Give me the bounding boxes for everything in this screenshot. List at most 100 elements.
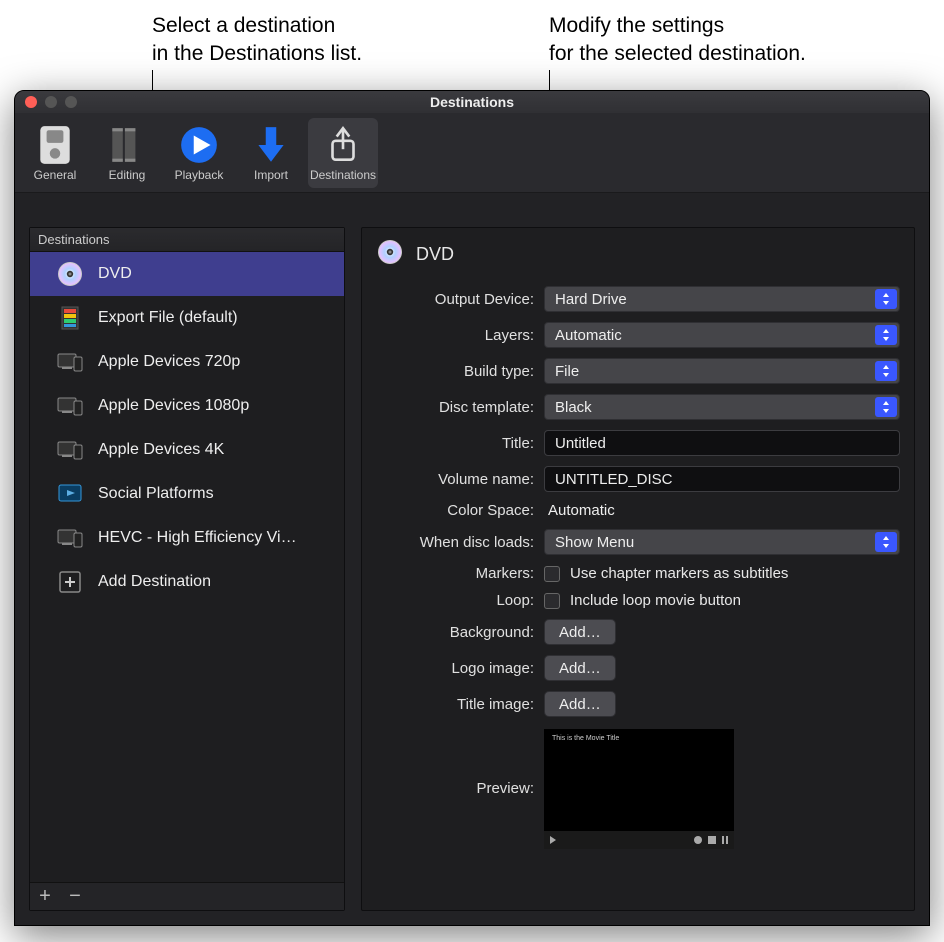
detail-header: DVD	[376, 238, 900, 270]
apple-devices-icon	[56, 524, 84, 552]
label-title: Title:	[376, 435, 534, 452]
tab-destinations[interactable]: Destinations	[308, 118, 378, 188]
apple-devices-icon	[56, 392, 84, 420]
select-value: Automatic	[555, 327, 622, 344]
label-volume-name: Volume name:	[376, 471, 534, 488]
input-value: UNTITLED_DISC	[555, 471, 673, 488]
preferences-toolbar: General Editing Playback Import Destinat…	[15, 113, 929, 193]
preview-icon-3	[722, 836, 728, 844]
chevron-updown-icon	[875, 397, 897, 417]
label-color-space: Color Space:	[376, 502, 534, 519]
destination-detail-panel: DVD Output Device: Hard Drive Layers: Au…	[361, 227, 915, 911]
dest-item-label: Apple Devices 1080p	[98, 397, 249, 415]
checkbox-markers[interactable]	[544, 566, 560, 582]
remove-destination-button[interactable]: −	[66, 888, 84, 906]
label-disc-template: Disc template:	[376, 399, 534, 416]
dest-item-label: Social Platforms	[98, 485, 214, 503]
destinations-list: DVD Export File (default) Apple Devices …	[30, 252, 344, 882]
select-layers[interactable]: Automatic	[544, 322, 900, 348]
sidebar-footer: + −	[30, 882, 344, 910]
row-markers: Use chapter markers as subtitles	[544, 565, 900, 582]
select-value: File	[555, 363, 579, 380]
tab-import[interactable]: Import	[236, 118, 306, 188]
label-title-image: Title image:	[376, 696, 534, 713]
titlebar: Destinations	[15, 91, 929, 113]
checkbox-loop[interactable]	[544, 593, 560, 609]
label-background: Background:	[376, 624, 534, 641]
dest-item-social[interactable]: Social Platforms	[30, 472, 344, 516]
dest-item-label: Apple Devices 720p	[98, 353, 240, 371]
dest-item-apple-720p[interactable]: Apple Devices 720p	[30, 340, 344, 384]
dest-item-label: Add Destination	[98, 573, 211, 591]
tab-editing[interactable]: Editing	[92, 118, 162, 188]
dest-item-hevc[interactable]: HEVC - High Efficiency Vi…	[30, 516, 344, 560]
destinations-icon	[322, 124, 364, 166]
label-logo-image: Logo image:	[376, 660, 534, 677]
label-when-disc-loads: When disc loads:	[376, 534, 534, 551]
chevron-updown-icon	[875, 361, 897, 381]
input-title[interactable]: Untitled	[544, 430, 900, 456]
dest-item-export-file[interactable]: Export File (default)	[30, 296, 344, 340]
apple-devices-icon	[56, 436, 84, 464]
chevron-updown-icon	[875, 325, 897, 345]
callout-right: Modify the settingsfor the selected dest…	[549, 12, 806, 69]
tab-playback-label: Playback	[175, 168, 224, 182]
window-title: Destinations	[15, 94, 929, 110]
dest-item-add[interactable]: Add Destination	[30, 560, 344, 604]
apple-devices-icon	[56, 348, 84, 376]
label-output-device: Output Device:	[376, 291, 534, 308]
button-add-title-image[interactable]: Add…	[544, 691, 616, 717]
add-destination-button[interactable]: +	[36, 888, 54, 906]
dvd-icon	[376, 238, 404, 270]
label-preview: Preview:	[376, 780, 534, 797]
dvd-icon	[56, 260, 84, 288]
chevron-updown-icon	[875, 532, 897, 552]
select-value: Show Menu	[555, 534, 634, 551]
dest-item-apple-1080p[interactable]: Apple Devices 1080p	[30, 384, 344, 428]
select-disc-template[interactable]: Black	[544, 394, 900, 420]
select-value: Hard Drive	[555, 291, 627, 308]
plus-box-icon	[56, 568, 84, 596]
label-layers: Layers:	[376, 327, 534, 344]
dest-item-label: DVD	[98, 265, 132, 283]
callout-left: Select a destinationin the Destinations …	[152, 12, 362, 69]
button-add-background[interactable]: Add…	[544, 619, 616, 645]
dest-item-label: HEVC - High Efficiency Vi…	[98, 529, 297, 547]
editing-icon	[106, 124, 148, 166]
chevron-updown-icon	[875, 289, 897, 309]
preferences-window: Destinations General Editing Playback Im…	[14, 90, 930, 926]
file-icon	[56, 304, 84, 332]
select-output-device[interactable]: Hard Drive	[544, 286, 900, 312]
checkbox-label: Include loop movie button	[570, 592, 741, 609]
detail-title: DVD	[416, 244, 454, 265]
input-value: Untitled	[555, 435, 606, 452]
import-icon	[250, 124, 292, 166]
tab-playback[interactable]: Playback	[164, 118, 234, 188]
row-loop: Include loop movie button	[544, 592, 900, 609]
tab-general[interactable]: General	[20, 118, 90, 188]
dest-item-apple-4k[interactable]: Apple Devices 4K	[30, 428, 344, 472]
value-color-space: Automatic	[544, 502, 900, 519]
button-label: Add…	[559, 660, 601, 677]
input-volume-name[interactable]: UNTITLED_DISC	[544, 466, 900, 492]
dest-item-dvd[interactable]: DVD	[30, 252, 344, 296]
tab-general-label: General	[34, 168, 77, 182]
button-add-logo[interactable]: Add…	[544, 655, 616, 681]
dest-item-label: Export File (default)	[98, 309, 238, 327]
playback-icon	[178, 124, 220, 166]
select-when-disc-loads[interactable]: Show Menu	[544, 529, 900, 555]
play-icon	[550, 836, 556, 844]
preview-controls	[544, 831, 734, 849]
preview-movie-title: This is the Movie Title	[552, 735, 619, 742]
preview-icon-1	[694, 836, 702, 844]
sidebar-header: Destinations	[30, 228, 344, 252]
content-area: Destinations DVD Export File (default)	[15, 193, 929, 925]
select-build-type[interactable]: File	[544, 358, 900, 384]
button-label: Add…	[559, 696, 601, 713]
settings-form: Output Device: Hard Drive Layers: Automa…	[376, 286, 900, 849]
label-build-type: Build type:	[376, 363, 534, 380]
tab-import-label: Import	[254, 168, 288, 182]
general-icon	[34, 124, 76, 166]
tab-destinations-label: Destinations	[310, 168, 376, 182]
preview-icon-2	[708, 836, 716, 844]
